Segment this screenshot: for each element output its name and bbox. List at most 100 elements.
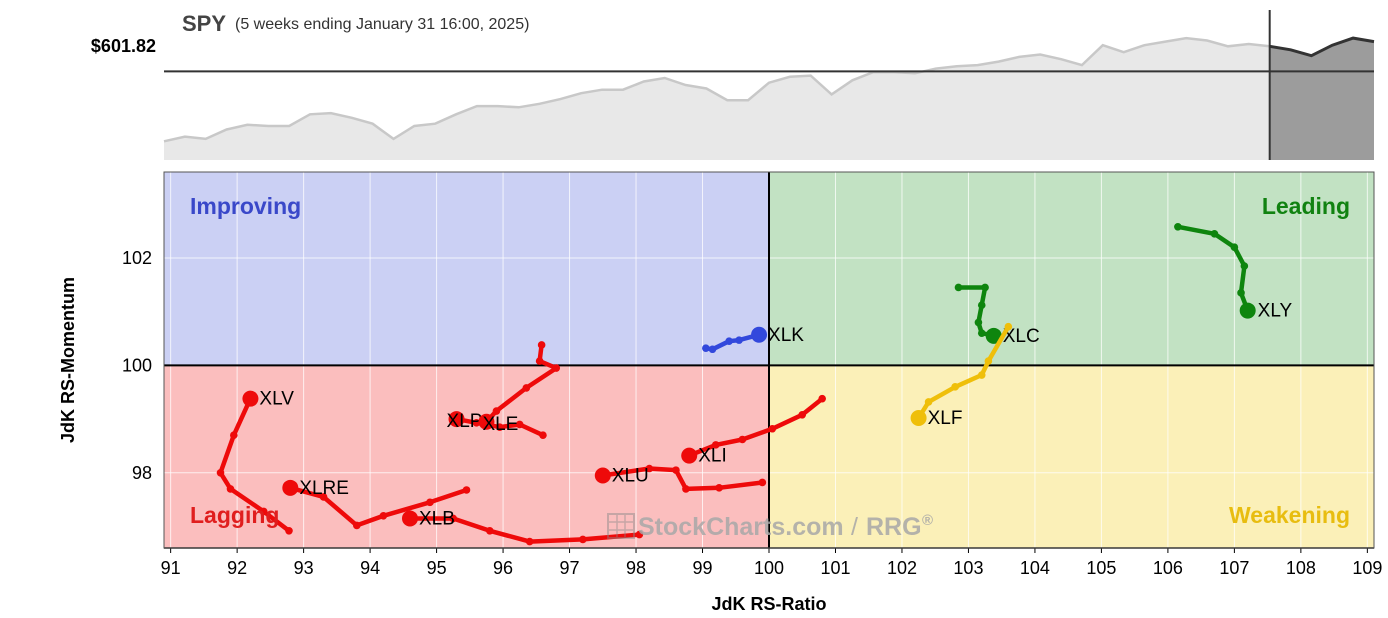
trail-point bbox=[539, 431, 547, 440]
trail-point bbox=[682, 485, 690, 493]
trail-point bbox=[672, 466, 680, 474]
x-tick-label: 104 bbox=[1020, 558, 1050, 578]
watermark-registered: ® bbox=[922, 512, 933, 529]
spy-recent-line bbox=[1269, 36, 1375, 58]
trail-xlv: XLV bbox=[216, 389, 294, 535]
quadrant-improving bbox=[164, 172, 769, 366]
trail-point bbox=[977, 371, 986, 379]
spy-history-line bbox=[163, 36, 1270, 143]
y-tick-label: 100 bbox=[122, 355, 152, 375]
trail-line-xlb bbox=[407, 516, 642, 544]
sector-label-xlv: XLV bbox=[259, 389, 294, 410]
trail-point bbox=[768, 424, 777, 433]
trail-point bbox=[984, 357, 993, 365]
trail-line-xlu bbox=[600, 466, 765, 492]
trail-point bbox=[735, 336, 743, 344]
trail-head-xlk bbox=[751, 326, 768, 343]
trail-xlk: XLK bbox=[702, 325, 804, 354]
trail-xlb: XLB bbox=[401, 508, 644, 546]
sector-label-xlf: XLF bbox=[928, 408, 963, 429]
x-tick-label: 91 bbox=[161, 558, 181, 578]
x-tick-label: 108 bbox=[1286, 558, 1316, 578]
trail-point bbox=[712, 441, 720, 449]
trail-point bbox=[798, 410, 807, 419]
trail-point bbox=[924, 398, 933, 406]
stockcharts-watermark: StockCharts.com / RRG ® bbox=[607, 512, 933, 541]
trail-point bbox=[1004, 322, 1013, 331]
x-tick-label: 102 bbox=[887, 558, 917, 578]
x-tick-label: 103 bbox=[953, 558, 983, 578]
spy-price-panel bbox=[163, 10, 1375, 160]
y-tick-label: 98 bbox=[132, 463, 152, 483]
quadrant-leading bbox=[769, 172, 1374, 366]
trail-xlu: XLU bbox=[594, 464, 767, 493]
trail-point bbox=[353, 521, 361, 530]
trail-line-xlre bbox=[288, 485, 469, 528]
trail-point bbox=[715, 484, 723, 492]
sector-label-xlk: XLK bbox=[768, 325, 804, 346]
trail-point bbox=[515, 420, 524, 429]
quadrant-label-improving: Improving bbox=[190, 193, 301, 219]
quadrant-label-leading: Leading bbox=[1262, 193, 1350, 219]
header-symbol: SPY bbox=[182, 11, 226, 36]
trail-point bbox=[708, 345, 717, 354]
sector-label-xlre: XLRE bbox=[299, 478, 349, 499]
trail-point bbox=[462, 486, 471, 494]
trail-head-xlu bbox=[594, 467, 611, 484]
trail-point bbox=[738, 435, 747, 444]
quadrant-label-lagging: Lagging bbox=[190, 502, 279, 528]
trail-point bbox=[1174, 222, 1182, 231]
trail-point bbox=[954, 283, 963, 292]
rrg-plot-area: 91 92 93 94 95 96 97 98 99 100 101 102 103 104 105 106 1… bbox=[122, 171, 1382, 578]
stockcharts-logo-icon bbox=[607, 513, 635, 539]
trail-point bbox=[951, 383, 959, 391]
y-axis-title: JdK RS-Momentum bbox=[58, 277, 78, 443]
x-tick-label: 101 bbox=[820, 558, 850, 578]
trail-xlf: XLF bbox=[910, 322, 1013, 429]
trail-head-xlc bbox=[985, 327, 1002, 344]
trail-point bbox=[758, 478, 767, 487]
x-tick-label: 95 bbox=[427, 558, 447, 578]
sector-label-xlu: XLU bbox=[612, 465, 649, 486]
quadrant-lagging bbox=[164, 365, 769, 548]
trail-head-xlv bbox=[242, 390, 259, 407]
trail-point bbox=[977, 329, 986, 337]
trail-xlc: XLC bbox=[954, 283, 1040, 347]
trail-point bbox=[319, 493, 328, 501]
x-tick-label: 98 bbox=[626, 558, 646, 578]
sector-label-xly: XLY bbox=[1258, 301, 1293, 322]
trail-point bbox=[1240, 262, 1249, 270]
x-tick-label: 106 bbox=[1153, 558, 1183, 578]
trail-xli: XLI bbox=[681, 394, 826, 467]
trail-point bbox=[492, 407, 501, 415]
trail-head-xlf bbox=[910, 410, 927, 427]
trail-point bbox=[645, 464, 654, 473]
trail-xly: XLY bbox=[1174, 222, 1293, 322]
trail-point bbox=[449, 514, 458, 523]
sector-label-xli: XLI bbox=[698, 446, 727, 467]
x-tick-label: 93 bbox=[294, 558, 314, 578]
watermark-separator: / bbox=[851, 513, 858, 541]
price-label: $601.82 bbox=[91, 36, 156, 56]
trail-point bbox=[285, 527, 293, 535]
y-tick-label: 102 bbox=[122, 248, 152, 268]
sector-label-xlc: XLC bbox=[1003, 326, 1040, 347]
x-tick-label: 96 bbox=[493, 558, 513, 578]
trail-xlp: XLP bbox=[447, 411, 547, 440]
trail-head-xlp bbox=[448, 411, 465, 428]
trail-point bbox=[216, 469, 225, 477]
trail-point bbox=[485, 527, 494, 535]
x-tick-label: 107 bbox=[1219, 558, 1249, 578]
trail-point bbox=[379, 511, 388, 520]
trail-head-xlb bbox=[401, 510, 418, 527]
plot-border bbox=[163, 171, 1375, 549]
trail-point bbox=[522, 384, 531, 392]
trail-point bbox=[552, 364, 561, 372]
trail-point bbox=[977, 301, 986, 310]
watermark-brand: StockCharts.com bbox=[638, 513, 844, 541]
sector-label-xlp: XLP bbox=[447, 411, 483, 432]
trail-point bbox=[1210, 229, 1219, 238]
trail-point bbox=[702, 344, 710, 352]
x-axis-title: JdK RS-Ratio bbox=[711, 594, 826, 614]
